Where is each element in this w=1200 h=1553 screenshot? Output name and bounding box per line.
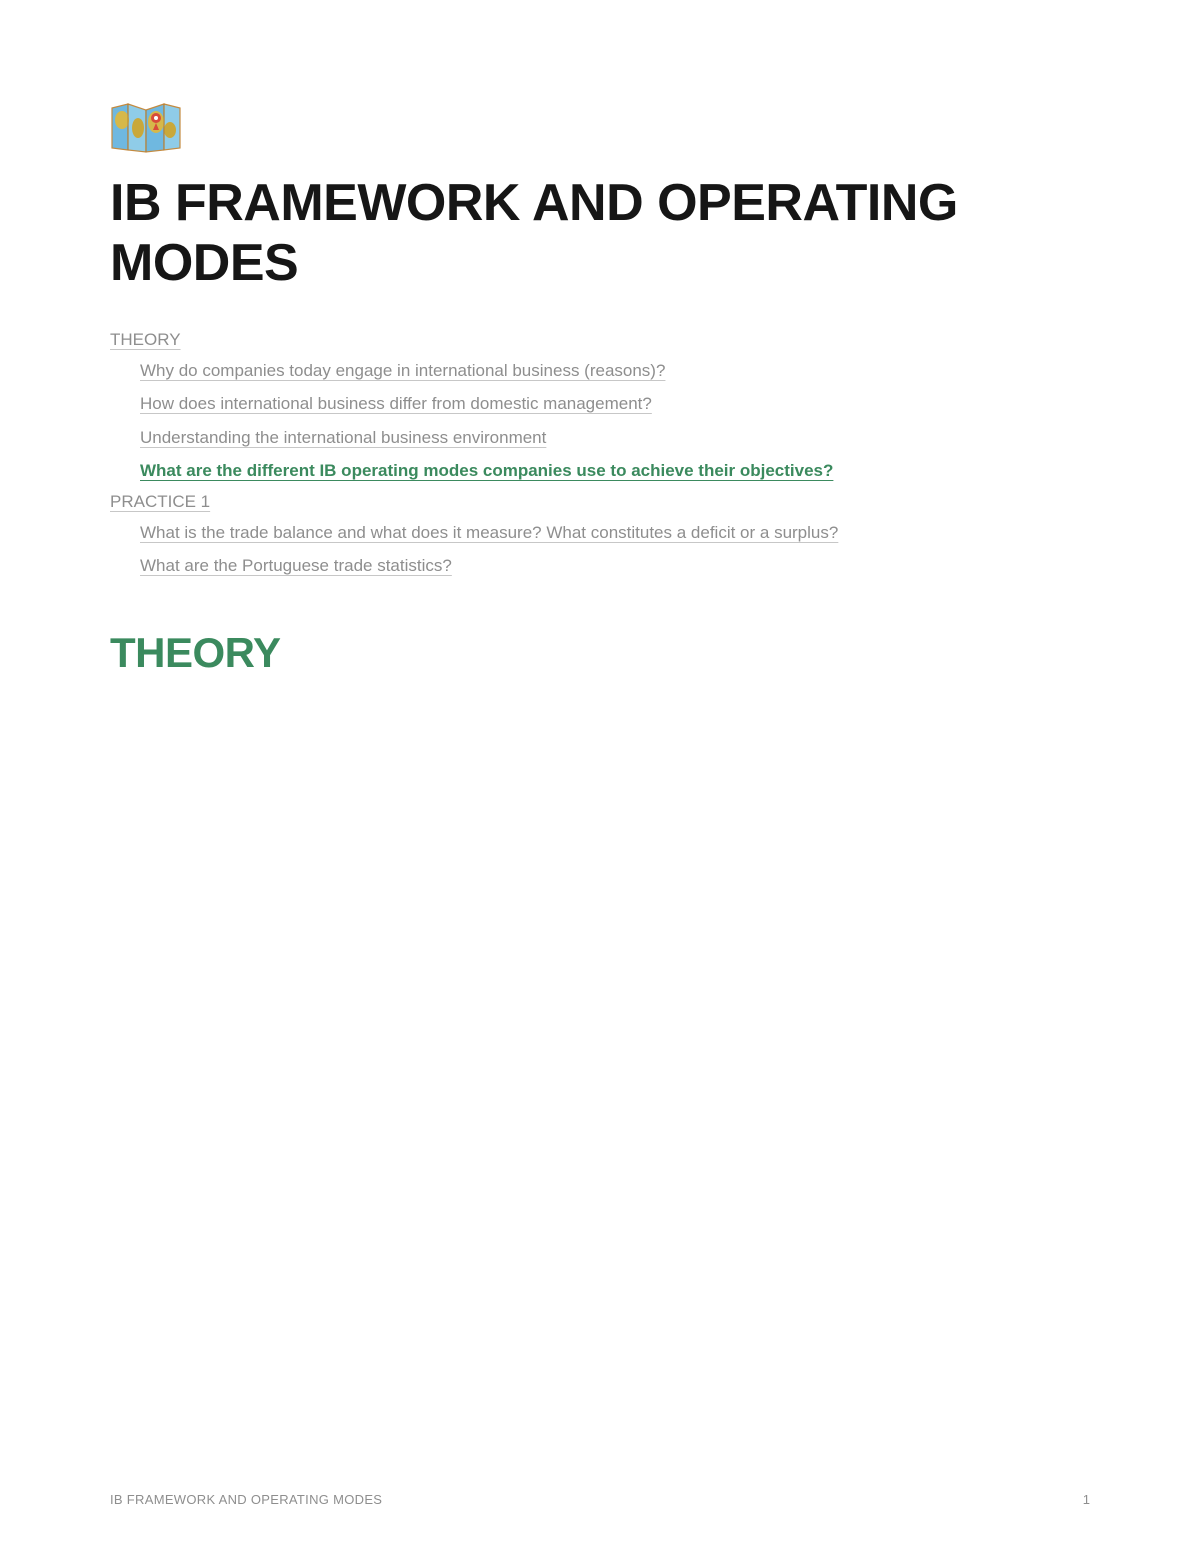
toc-link[interactable]: Understanding the international business… bbox=[140, 425, 1090, 451]
table-of-contents: THEORY Why do companies today engage in … bbox=[110, 330, 1090, 579]
world-map-icon bbox=[110, 100, 182, 154]
page-number: 1 bbox=[1083, 1492, 1090, 1507]
toc-link[interactable]: What are the Portuguese trade statistics… bbox=[140, 553, 1090, 579]
toc-link[interactable]: How does international business differ f… bbox=[140, 391, 1090, 417]
page-title: IB FRAMEWORK AND OPERATING MODES bbox=[110, 174, 1090, 294]
toc-link[interactable]: What is the trade balance and what does … bbox=[140, 520, 1090, 546]
footer-title: IB FRAMEWORK AND OPERATING MODES bbox=[110, 1492, 382, 1507]
toc-section-theory[interactable]: THEORY bbox=[110, 330, 1090, 350]
toc-link-active[interactable]: What are the different IB operating mode… bbox=[140, 458, 1090, 484]
page-footer: IB FRAMEWORK AND OPERATING MODES 1 bbox=[110, 1492, 1090, 1507]
header-icon-container bbox=[110, 100, 1090, 154]
toc-section-practice[interactable]: PRACTICE 1 bbox=[110, 492, 1090, 512]
toc-link[interactable]: Why do companies today engage in interna… bbox=[140, 358, 1090, 384]
section-heading-theory: THEORY bbox=[110, 629, 1090, 677]
